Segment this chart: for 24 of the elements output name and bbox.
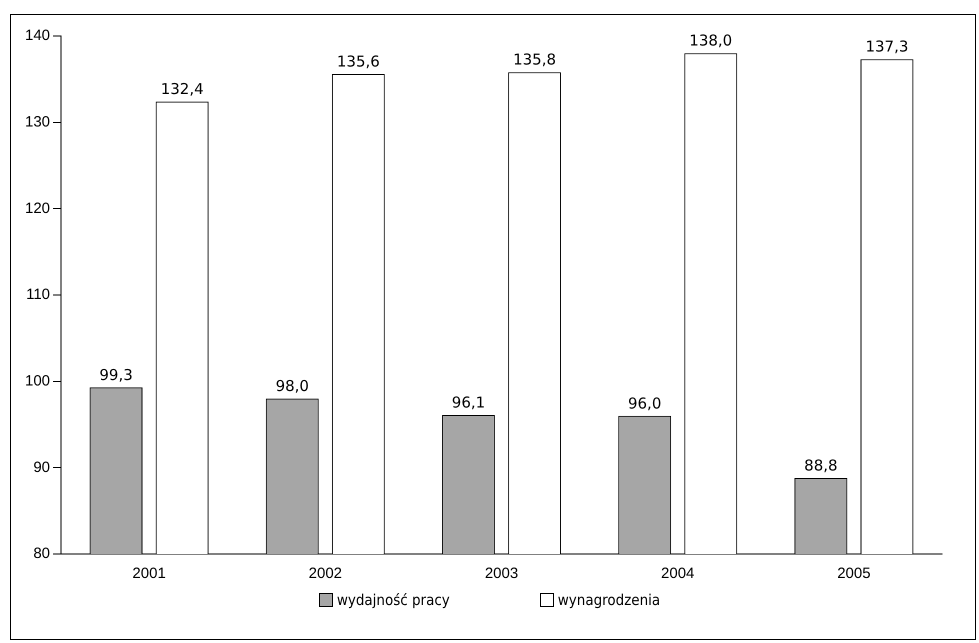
x-tick-label: 2004: [661, 565, 694, 582]
y-tick-label: 90: [33, 458, 50, 476]
x-tick-label: 2005: [837, 565, 871, 582]
y-tick-label: 140: [24, 27, 50, 44]
data-label: 135,8: [513, 50, 556, 69]
y-tick-label: 120: [24, 200, 50, 217]
y-tick-label: 100: [24, 372, 50, 390]
data-label: 135,6: [336, 52, 380, 70]
data-label: 132,4: [160, 80, 204, 98]
data-label: 99,3: [99, 366, 133, 384]
y-tick-label: 130: [24, 113, 50, 130]
x-tick-label: 2003: [484, 565, 518, 582]
series-label: wynagrodzenia: [558, 591, 660, 609]
data-label: 96,1: [452, 393, 486, 412]
y-tick-label: 80: [33, 545, 50, 562]
x-tick-label: 2002: [308, 565, 342, 582]
data-label: 137,3: [865, 38, 908, 56]
legend-label: wydajność pracy: [336, 591, 450, 609]
data-label: 96,0: [628, 394, 662, 412]
y-tick-label: 110: [26, 286, 50, 304]
x-tick-label: 2001: [132, 565, 166, 582]
data-label: 98,0: [276, 376, 309, 395]
data-label: 88,8: [804, 456, 838, 474]
data-label: 138,0: [689, 32, 732, 50]
